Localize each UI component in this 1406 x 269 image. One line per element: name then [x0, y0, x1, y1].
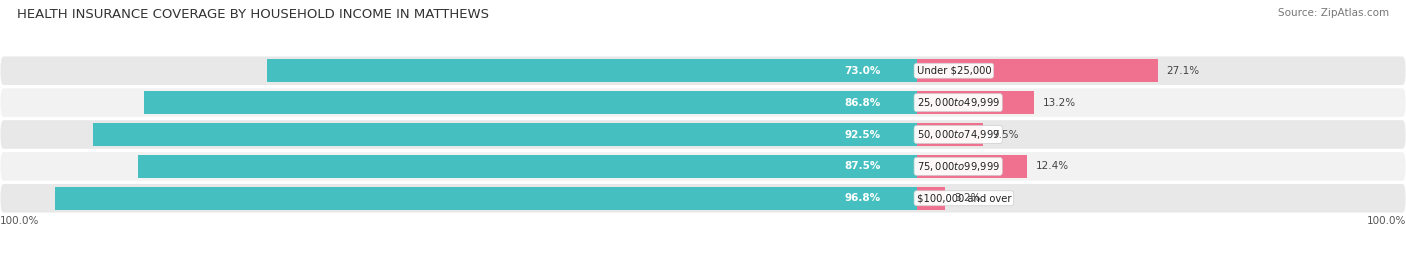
- FancyBboxPatch shape: [0, 119, 1406, 150]
- Text: 73.0%: 73.0%: [845, 66, 882, 76]
- Bar: [55, 187, 917, 210]
- Text: 86.8%: 86.8%: [845, 98, 882, 108]
- Text: Source: ZipAtlas.com: Source: ZipAtlas.com: [1278, 8, 1389, 18]
- Bar: [93, 123, 917, 146]
- Bar: [917, 59, 1157, 82]
- Bar: [917, 155, 1026, 178]
- Text: 7.5%: 7.5%: [993, 129, 1019, 140]
- FancyBboxPatch shape: [0, 183, 1406, 213]
- FancyBboxPatch shape: [0, 151, 1406, 181]
- Text: $75,000 to $99,999: $75,000 to $99,999: [917, 160, 1000, 173]
- Text: $50,000 to $74,999: $50,000 to $74,999: [917, 128, 1000, 141]
- Text: 100.0%: 100.0%: [1367, 216, 1406, 226]
- Text: HEALTH INSURANCE COVERAGE BY HOUSEHOLD INCOME IN MATTHEWS: HEALTH INSURANCE COVERAGE BY HOUSEHOLD I…: [17, 8, 489, 21]
- Bar: [917, 91, 1033, 114]
- Text: 12.4%: 12.4%: [1036, 161, 1069, 171]
- Bar: [145, 91, 917, 114]
- Bar: [138, 155, 917, 178]
- Text: 13.2%: 13.2%: [1043, 98, 1076, 108]
- Bar: [267, 59, 917, 82]
- Text: $100,000 and over: $100,000 and over: [917, 193, 1011, 203]
- FancyBboxPatch shape: [0, 88, 1406, 118]
- Text: 100.0%: 100.0%: [0, 216, 39, 226]
- Bar: [917, 123, 983, 146]
- Text: Under $25,000: Under $25,000: [917, 66, 991, 76]
- FancyBboxPatch shape: [0, 56, 1406, 86]
- Text: 27.1%: 27.1%: [1167, 66, 1199, 76]
- Text: $25,000 to $49,999: $25,000 to $49,999: [917, 96, 1000, 109]
- Text: 87.5%: 87.5%: [845, 161, 882, 171]
- Text: 92.5%: 92.5%: [845, 129, 882, 140]
- Bar: [917, 187, 945, 210]
- Text: 3.2%: 3.2%: [953, 193, 980, 203]
- Text: 96.8%: 96.8%: [845, 193, 882, 203]
